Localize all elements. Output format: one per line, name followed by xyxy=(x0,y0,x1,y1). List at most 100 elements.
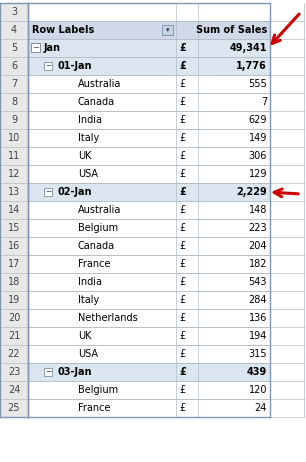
Text: 5: 5 xyxy=(11,43,17,53)
Text: 17: 17 xyxy=(8,259,20,269)
Bar xyxy=(270,75,304,93)
Text: £: £ xyxy=(179,169,185,179)
Text: 02-Jan: 02-Jan xyxy=(58,187,92,197)
Bar xyxy=(270,399,304,417)
Bar xyxy=(0,129,28,147)
Text: Netherlands: Netherlands xyxy=(78,313,138,323)
Bar xyxy=(0,75,28,93)
Text: UK: UK xyxy=(78,151,91,161)
Text: 194: 194 xyxy=(248,331,267,341)
Text: £: £ xyxy=(179,151,185,161)
Text: Australia: Australia xyxy=(78,205,121,215)
Text: Row Labels: Row Labels xyxy=(32,25,94,35)
Bar xyxy=(0,57,28,75)
Text: −: − xyxy=(45,367,51,377)
Bar xyxy=(270,21,304,39)
Bar xyxy=(28,111,270,129)
Text: £: £ xyxy=(179,349,185,359)
Text: 182: 182 xyxy=(248,259,267,269)
Bar xyxy=(28,291,270,309)
Text: −: − xyxy=(45,188,51,196)
Bar xyxy=(28,273,270,291)
Text: 2,229: 2,229 xyxy=(236,187,267,197)
Text: 4: 4 xyxy=(11,25,17,35)
Text: £: £ xyxy=(179,187,186,197)
Text: 555: 555 xyxy=(248,79,267,89)
Text: 3: 3 xyxy=(11,7,17,17)
Text: Australia: Australia xyxy=(78,79,121,89)
Text: Belgium: Belgium xyxy=(78,223,118,233)
Bar xyxy=(28,399,270,417)
FancyBboxPatch shape xyxy=(44,62,52,70)
Text: 315: 315 xyxy=(248,349,267,359)
Bar xyxy=(270,219,304,237)
Bar xyxy=(270,273,304,291)
Bar xyxy=(28,255,270,273)
FancyBboxPatch shape xyxy=(44,368,52,376)
Text: ▾: ▾ xyxy=(166,27,169,33)
Text: 120: 120 xyxy=(248,385,267,395)
Text: Italy: Italy xyxy=(78,295,99,305)
Bar xyxy=(28,201,270,219)
Text: £: £ xyxy=(179,331,185,341)
Text: France: France xyxy=(78,259,110,269)
Text: 7: 7 xyxy=(11,79,17,89)
Text: 01-Jan: 01-Jan xyxy=(58,61,92,71)
Text: 9: 9 xyxy=(11,115,17,125)
Text: Canada: Canada xyxy=(78,241,115,251)
Text: 7: 7 xyxy=(261,97,267,107)
Bar xyxy=(0,183,28,201)
Text: 23: 23 xyxy=(8,367,20,377)
Text: £: £ xyxy=(179,259,185,269)
Bar xyxy=(270,147,304,165)
Bar xyxy=(28,93,270,111)
Text: 03-Jan: 03-Jan xyxy=(58,367,92,377)
Text: £: £ xyxy=(179,115,185,125)
Text: £: £ xyxy=(179,43,186,53)
Text: £: £ xyxy=(179,313,185,323)
Text: Sum of Sales: Sum of Sales xyxy=(196,25,267,35)
Text: 223: 223 xyxy=(248,223,267,233)
Text: 8: 8 xyxy=(11,97,17,107)
Text: 136: 136 xyxy=(248,313,267,323)
Bar xyxy=(0,309,28,327)
Bar xyxy=(28,381,270,399)
Bar xyxy=(28,3,270,21)
Text: 18: 18 xyxy=(8,277,20,287)
Bar xyxy=(28,129,270,147)
Text: £: £ xyxy=(179,97,185,107)
Text: 20: 20 xyxy=(8,313,20,323)
Text: 10: 10 xyxy=(8,133,20,143)
Text: 439: 439 xyxy=(247,367,267,377)
Bar xyxy=(0,219,28,237)
Text: −: − xyxy=(32,43,39,53)
Bar xyxy=(0,381,28,399)
Bar xyxy=(28,57,270,75)
Text: 16: 16 xyxy=(8,241,20,251)
Text: 49,341: 49,341 xyxy=(230,43,267,53)
Text: 204: 204 xyxy=(248,241,267,251)
Bar xyxy=(0,147,28,165)
Text: 19: 19 xyxy=(8,295,20,305)
Bar xyxy=(28,147,270,165)
Text: £: £ xyxy=(179,79,185,89)
Text: £: £ xyxy=(179,205,185,215)
Bar xyxy=(270,363,304,381)
Bar xyxy=(270,57,304,75)
Bar xyxy=(0,363,28,381)
Text: 284: 284 xyxy=(248,295,267,305)
Bar xyxy=(0,3,28,21)
Bar xyxy=(270,39,304,57)
Text: Belgium: Belgium xyxy=(78,385,118,395)
Text: £: £ xyxy=(179,61,186,71)
Bar xyxy=(28,39,270,57)
Text: France: France xyxy=(78,403,110,413)
Bar xyxy=(0,399,28,417)
Bar xyxy=(28,345,270,363)
Bar xyxy=(0,327,28,345)
Text: £: £ xyxy=(179,223,185,233)
Text: Jan: Jan xyxy=(44,43,61,53)
Text: 14: 14 xyxy=(8,205,20,215)
Text: 24: 24 xyxy=(8,385,20,395)
Text: 6: 6 xyxy=(11,61,17,71)
